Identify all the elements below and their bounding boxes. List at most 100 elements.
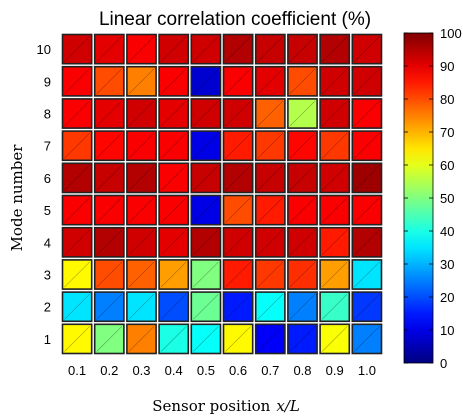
heatmap-cell-rect — [126, 98, 157, 129]
heatmap-cell-rect — [222, 259, 254, 290]
heatmap-cell-rect — [93, 65, 125, 97]
heatmap-cell-rect — [351, 323, 383, 355]
heatmap-cell-diagonal — [193, 68, 219, 95]
heatmap-cell-diagonal — [289, 293, 316, 320]
heatmap-cell — [93, 130, 125, 162]
heatmap-cell-diagonal — [160, 197, 187, 223]
y-tick-label: 2 — [44, 300, 51, 315]
heatmap-cell-rect — [222, 98, 254, 129]
heatmap-cell — [351, 162, 383, 194]
heatmap-cell — [222, 323, 254, 355]
heatmap-cell-rect — [222, 130, 254, 162]
heatmap-cell — [93, 98, 125, 129]
heatmap-cell-diagonal — [193, 36, 219, 62]
heatmap-cell-diagonal — [96, 197, 123, 223]
heatmap-cell-diagonal — [193, 293, 219, 320]
heatmap-cell-rect — [126, 323, 157, 355]
heatmap-cell-rect — [254, 98, 286, 129]
heatmap-cell-diagonal — [128, 326, 155, 352]
heatmap-cell — [319, 65, 351, 97]
x-tick-label: 0.3 — [132, 363, 150, 378]
heatmap-cell — [61, 33, 93, 65]
heatmap-cell-rect — [254, 291, 286, 323]
heatmap-cell-rect — [254, 65, 286, 97]
heatmap-cell — [287, 226, 318, 258]
heatmap-cell-rect — [61, 194, 93, 226]
heatmap-cell-diagonal — [257, 261, 284, 288]
y-tick-label: 8 — [44, 107, 51, 122]
y-tick-label: 4 — [44, 235, 51, 250]
heatmap-cell — [158, 65, 190, 97]
heatmap-cell-rect — [61, 259, 93, 290]
heatmap-cell — [319, 162, 351, 194]
y-tick-label: 5 — [44, 203, 51, 218]
heatmap-cell — [319, 291, 351, 323]
heatmap-cell — [126, 65, 157, 97]
heatmap-cell-rect — [222, 194, 254, 226]
heatmap-cell-diagonal — [289, 261, 316, 288]
heatmap-cell-rect — [126, 130, 157, 162]
heatmap-cell-rect — [254, 226, 286, 258]
heatmap-cell — [61, 194, 93, 226]
heatmap-cell — [190, 291, 222, 323]
heatmap-cell — [126, 33, 157, 65]
colorbar-tick-label: 30 — [440, 257, 454, 272]
heatmap-cell-rect — [158, 130, 190, 162]
heatmap-cell-rect — [126, 291, 157, 323]
heatmap-cell-rect — [287, 259, 318, 290]
heatmap-cell-diagonal — [289, 197, 316, 223]
heatmap-cell-rect — [126, 226, 157, 258]
heatmap-cell-rect — [351, 194, 383, 226]
heatmap-cell-diagonal — [160, 261, 187, 288]
heatmap-cell-rect — [319, 226, 351, 258]
heatmap-cell-rect — [222, 162, 254, 194]
heatmap-cell-diagonal — [257, 36, 284, 62]
heatmap-cell — [222, 194, 254, 226]
heatmap-cell — [61, 130, 93, 162]
heatmap-cell-diagonal — [96, 261, 123, 288]
heatmap-cell-rect — [287, 65, 318, 97]
heatmap-cell-diagonal — [289, 132, 316, 159]
colorbar-tick-label: 40 — [440, 224, 454, 239]
heatmap-cell-diagonal — [64, 165, 90, 191]
heatmap-cell — [287, 323, 318, 355]
heatmap-cell-rect — [158, 194, 190, 226]
heatmap-cell — [287, 259, 318, 290]
heatmap-cell — [319, 194, 351, 226]
heatmap-cell-diagonal — [96, 293, 123, 320]
heatmap-cell-diagonal — [289, 36, 316, 62]
heatmap-cell-diagonal — [257, 68, 284, 95]
heatmap-cell — [319, 259, 351, 290]
heatmap-cell-diagonal — [289, 165, 316, 191]
heatmap-cell-rect — [287, 33, 318, 65]
heatmap-cell — [158, 259, 190, 290]
heatmap-cell-diagonal — [64, 68, 90, 95]
heatmap-cell — [222, 65, 254, 97]
heatmap-cell — [254, 98, 286, 129]
heatmap-cell-diagonal — [64, 36, 90, 62]
heatmap-cell-rect — [287, 226, 318, 258]
heatmap-cell-rect — [61, 226, 93, 258]
heatmap-cell-rect — [190, 323, 222, 355]
heatmap-cell — [319, 226, 351, 258]
heatmap-cell — [190, 65, 222, 97]
heatmap-cell-diagonal — [354, 100, 380, 127]
heatmap-cell-diagonal — [321, 132, 348, 159]
heatmap-cell-diagonal — [321, 197, 348, 223]
heatmap-cell-rect — [190, 291, 222, 323]
heatmap-cell-rect — [126, 65, 157, 97]
heatmap-cell-rect — [93, 130, 125, 162]
heatmap-cell-diagonal — [193, 261, 219, 288]
heatmap-cell-diagonal — [225, 261, 251, 288]
heatmap-cell-diagonal — [64, 132, 90, 159]
heatmap-cell-diagonal — [225, 132, 251, 159]
heatmap-cell — [351, 291, 383, 323]
colorbar-tick-label: 60 — [440, 158, 454, 173]
heatmap-cell — [158, 33, 190, 65]
x-tick-label: 0.4 — [165, 363, 183, 378]
heatmap-cell — [158, 162, 190, 194]
heatmap-cell — [158, 226, 190, 258]
heatmap-cell-rect — [287, 291, 318, 323]
heatmap-cell-diagonal — [354, 261, 380, 288]
heatmap-cell-diagonal — [257, 165, 284, 191]
